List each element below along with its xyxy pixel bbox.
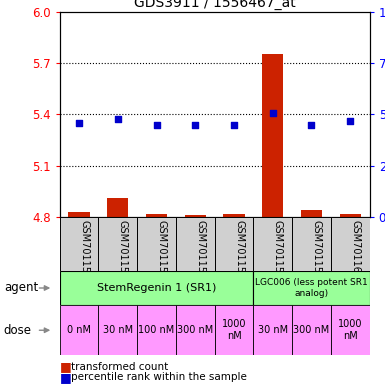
Text: 1000
nM: 1000 nM [222, 319, 246, 341]
Text: GSM701155: GSM701155 [157, 220, 167, 279]
Point [270, 109, 276, 116]
Bar [69, 212, 90, 217]
Bar [137, 217, 176, 271]
Bar [301, 210, 322, 217]
Text: GSM701160: GSM701160 [350, 220, 360, 279]
Text: agent: agent [4, 281, 38, 295]
Text: ■: ■ [60, 360, 72, 373]
Bar [99, 217, 137, 271]
Bar [340, 214, 361, 217]
Text: transformed count: transformed count [71, 362, 169, 372]
Bar [137, 305, 176, 355]
Bar [185, 215, 206, 217]
Bar [60, 305, 99, 355]
Text: 300 nM: 300 nM [177, 325, 213, 335]
Text: GSM701153: GSM701153 [79, 220, 89, 279]
Bar [331, 217, 370, 271]
Bar [292, 217, 331, 271]
Text: GSM701158: GSM701158 [273, 220, 283, 279]
Text: dose: dose [4, 324, 32, 337]
Text: 30 nM: 30 nM [258, 325, 288, 335]
Bar [146, 214, 167, 217]
Bar [176, 305, 214, 355]
Point [231, 121, 237, 127]
Bar [60, 271, 253, 305]
Bar [331, 305, 370, 355]
Point [115, 116, 121, 122]
Text: GSM701159: GSM701159 [311, 220, 321, 279]
Text: 30 nM: 30 nM [103, 325, 133, 335]
Bar [253, 217, 292, 271]
Bar [223, 214, 244, 217]
Point [76, 120, 82, 126]
Text: LGC006 (less potent SR1
analog): LGC006 (less potent SR1 analog) [255, 278, 368, 298]
Bar [253, 271, 370, 305]
Bar [99, 305, 137, 355]
Text: StemRegenin 1 (SR1): StemRegenin 1 (SR1) [97, 283, 216, 293]
Text: 1000
nM: 1000 nM [338, 319, 363, 341]
Bar [253, 305, 292, 355]
Bar [262, 54, 283, 217]
Text: GSM701157: GSM701157 [234, 220, 244, 279]
Bar [176, 217, 214, 271]
Text: GSM701156: GSM701156 [195, 220, 205, 279]
Bar [292, 305, 331, 355]
Text: 0 nM: 0 nM [67, 325, 91, 335]
Bar [214, 217, 253, 271]
Text: 100 nM: 100 nM [138, 325, 175, 335]
Point [308, 121, 315, 127]
Point [154, 121, 160, 127]
Bar [107, 198, 129, 217]
Bar [214, 305, 253, 355]
Bar [60, 217, 99, 271]
Title: GDS3911 / 1556467_at: GDS3911 / 1556467_at [134, 0, 296, 10]
Point [192, 121, 198, 127]
Point [347, 118, 353, 124]
Text: 300 nM: 300 nM [293, 325, 330, 335]
Text: GSM701154: GSM701154 [118, 220, 128, 279]
Text: percentile rank within the sample: percentile rank within the sample [71, 372, 247, 382]
Text: ■: ■ [60, 371, 72, 384]
